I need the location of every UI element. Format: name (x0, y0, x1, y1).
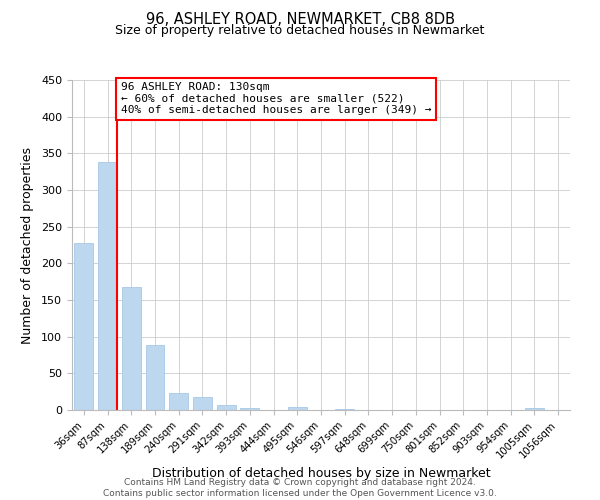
Bar (169, 393, 188, 410)
X-axis label: Distribution of detached houses by size in Newmarket: Distribution of detached houses by size … (152, 466, 490, 479)
Bar (241, 408, 259, 410)
Text: 96 ASHLEY ROAD: 130sqm
← 60% of detached houses are smaller (522)
40% of semi-de: 96 ASHLEY ROAD: 130sqm ← 60% of detached… (121, 82, 431, 116)
Bar (217, 405, 236, 410)
Bar (146, 344, 164, 410)
Bar (525, 408, 544, 410)
Y-axis label: Number of detached properties: Number of detached properties (21, 146, 34, 344)
Text: 96, ASHLEY ROAD, NEWMARKET, CB8 8DB: 96, ASHLEY ROAD, NEWMARKET, CB8 8DB (146, 12, 455, 28)
Bar (74, 243, 94, 410)
Bar (288, 407, 307, 410)
Text: Contains HM Land Registry data © Crown copyright and database right 2024.
Contai: Contains HM Land Registry data © Crown c… (103, 478, 497, 498)
Bar (193, 397, 212, 410)
Bar (122, 287, 141, 410)
Text: Size of property relative to detached houses in Newmarket: Size of property relative to detached ho… (115, 24, 485, 37)
Bar (98, 162, 117, 410)
